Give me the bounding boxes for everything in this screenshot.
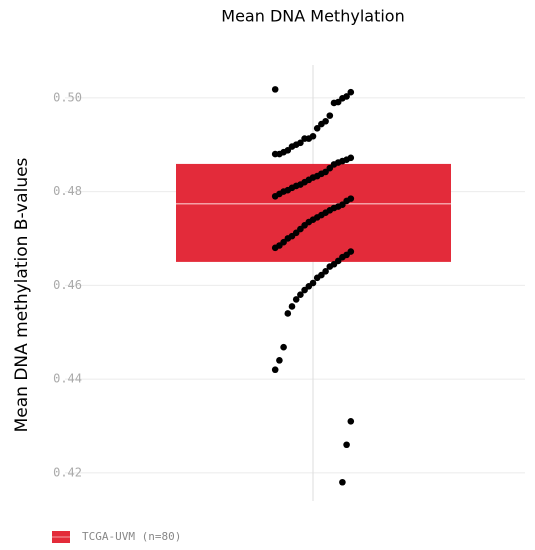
data-point bbox=[271, 86, 279, 93]
data-point bbox=[347, 88, 355, 96]
data-point bbox=[339, 253, 346, 261]
data-point bbox=[339, 478, 346, 486]
data-point bbox=[284, 310, 292, 317]
data-point bbox=[271, 150, 279, 158]
data-point bbox=[330, 161, 338, 168]
y-tick-label: 0.50 bbox=[53, 90, 82, 104]
y-tick-label: 0.44 bbox=[53, 372, 82, 386]
data-point bbox=[301, 286, 308, 294]
data-point bbox=[292, 296, 300, 303]
data-point bbox=[322, 267, 329, 275]
data-point bbox=[305, 282, 313, 290]
data-point bbox=[297, 291, 304, 299]
data-point bbox=[271, 192, 279, 200]
data-point bbox=[313, 124, 321, 132]
data-point bbox=[343, 197, 350, 205]
y-tick-label: 0.48 bbox=[53, 184, 82, 198]
data-point bbox=[326, 112, 334, 119]
data-point bbox=[276, 357, 283, 364]
data-point bbox=[330, 99, 338, 107]
data-point bbox=[284, 235, 292, 242]
data-point bbox=[288, 303, 296, 310]
data-point bbox=[301, 222, 308, 229]
data-point bbox=[271, 244, 279, 252]
data-point bbox=[297, 225, 304, 233]
chart-title: Mean DNA Methylation bbox=[221, 7, 404, 26]
y-tick-label: 0.46 bbox=[53, 278, 82, 292]
data-point bbox=[347, 418, 355, 425]
data-point bbox=[313, 274, 321, 282]
data-point bbox=[288, 143, 296, 150]
data-point bbox=[339, 94, 346, 102]
data-point bbox=[343, 441, 350, 449]
y-axis-title: Mean DNA methylation B-values bbox=[12, 157, 32, 432]
data-point bbox=[271, 366, 279, 374]
data-point bbox=[318, 120, 325, 128]
legend-label: TCGA-UVM (n=80) bbox=[82, 530, 181, 543]
y-tick-label: 0.42 bbox=[53, 465, 82, 479]
data-point bbox=[326, 164, 334, 172]
data-point bbox=[301, 135, 308, 142]
data-point bbox=[280, 343, 287, 351]
data-point bbox=[326, 263, 334, 270]
